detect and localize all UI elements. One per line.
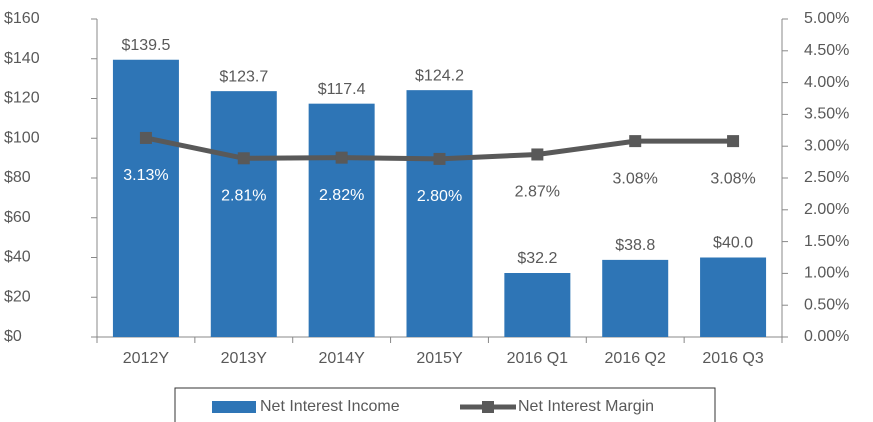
y2-tick-label: 0.00% <box>804 328 849 345</box>
bar-value-label: $32.2 <box>517 250 557 267</box>
line-value-label: 2.81% <box>221 188 266 205</box>
line-marker <box>629 135 642 148</box>
bar-value-label: $124.2 <box>415 67 464 84</box>
y-tick-label: $60 <box>4 209 31 226</box>
x-tick-label: 2016 Q2 <box>605 350 666 367</box>
y2-tick-label: 1.50% <box>804 233 849 250</box>
legend-swatch <box>212 401 256 413</box>
bar <box>210 91 277 338</box>
bar <box>602 259 669 337</box>
y2-tick-label: 5.00% <box>804 10 849 27</box>
line-marker <box>531 148 544 161</box>
y2-tick-label: 4.50% <box>804 42 849 59</box>
y2-tick-label: 0.50% <box>804 296 849 313</box>
y-tick-label: $140 <box>4 50 40 67</box>
y-tick-label: $0 <box>4 328 22 345</box>
bar-value-label: $123.7 <box>219 68 268 85</box>
bar <box>112 59 179 338</box>
y2-tick-label: 3.50% <box>804 106 849 123</box>
line-value-label: 2.87% <box>515 184 560 201</box>
bar-value-label: $117.4 <box>318 81 366 98</box>
y2-tick-label: 4.00% <box>804 74 849 91</box>
bar <box>406 90 473 337</box>
y2-tick-label: 2.50% <box>804 169 849 186</box>
legend-label: Net Interest Margin <box>518 398 654 415</box>
x-tick-label: 2013Y <box>221 350 268 367</box>
line-marker <box>237 152 250 165</box>
line-value-label: 3.08% <box>710 170 755 187</box>
y2-tick-label: 2.00% <box>804 201 849 218</box>
y-tick-label: $80 <box>4 169 31 186</box>
y-tick-label: $120 <box>4 90 40 107</box>
x-tick-label: 2016 Q3 <box>702 350 763 367</box>
y-tick-label: $160 <box>4 10 40 27</box>
y-tick-label: $40 <box>4 249 31 266</box>
x-tick-label: 2014Y <box>319 350 366 367</box>
legend-label: Net Interest Income <box>260 398 400 415</box>
y-tick-label: $100 <box>4 129 40 146</box>
line-marker <box>139 131 152 144</box>
line-marker <box>727 135 740 148</box>
line-marker <box>335 151 348 164</box>
bar <box>308 103 375 337</box>
line-value-label: 2.80% <box>417 188 462 205</box>
line-marker <box>433 152 446 165</box>
x-tick-label: 2012Y <box>123 350 170 367</box>
bar-value-label: $40.0 <box>713 235 753 252</box>
bar-value-label: $38.8 <box>615 237 655 254</box>
y2-tick-label: 3.00% <box>804 137 849 154</box>
bar <box>504 273 571 337</box>
line-value-label: 2.82% <box>319 187 364 204</box>
legend-box <box>174 387 716 422</box>
y-tick-label: $20 <box>4 288 31 305</box>
bar-value-label: $139.5 <box>121 37 170 54</box>
y2-tick-label: 1.00% <box>804 265 849 282</box>
line-value-label: 3.13% <box>123 167 168 184</box>
line-value-label: 3.08% <box>613 170 658 187</box>
legend-swatch-marker <box>482 401 494 413</box>
x-tick-label: 2015Y <box>416 350 463 367</box>
bar <box>700 257 767 337</box>
x-tick-label: 2016 Q1 <box>507 350 568 367</box>
